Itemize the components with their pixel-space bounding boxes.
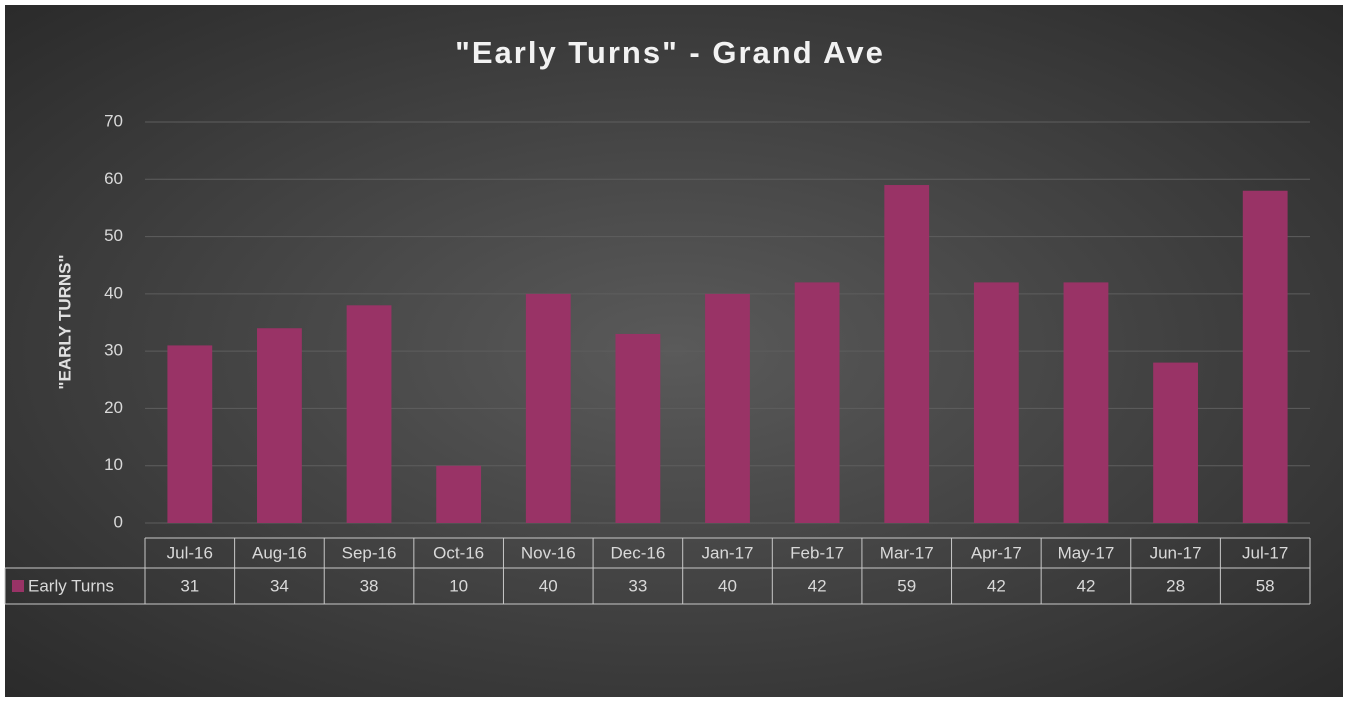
x-tick-label: Jun-17 bbox=[1150, 543, 1202, 562]
table-value: 34 bbox=[270, 576, 289, 595]
y-tick-label: 70 bbox=[104, 111, 123, 130]
bar bbox=[1153, 362, 1198, 523]
table-value: 58 bbox=[1256, 576, 1275, 595]
legend-label: Early Turns bbox=[28, 576, 114, 595]
bar bbox=[346, 305, 392, 523]
legend-swatch bbox=[12, 580, 24, 592]
bar bbox=[615, 333, 661, 523]
table-value: 59 bbox=[897, 576, 916, 595]
bar bbox=[436, 465, 482, 523]
y-tick-label: 50 bbox=[104, 226, 123, 245]
x-tick-label: Sep-16 bbox=[342, 543, 397, 562]
chart-title: "Early Turns" - Grand Ave bbox=[455, 35, 885, 70]
table-value: 42 bbox=[808, 576, 827, 595]
y-tick-label: 20 bbox=[104, 398, 123, 417]
bar bbox=[973, 282, 1019, 523]
table-value: 10 bbox=[449, 576, 468, 595]
table-value: 28 bbox=[1166, 576, 1185, 595]
x-tick-label: Nov-16 bbox=[521, 543, 576, 562]
x-tick-label: Dec-16 bbox=[610, 543, 665, 562]
x-tick-label: Apr-17 bbox=[971, 543, 1022, 562]
table-value: 31 bbox=[180, 576, 199, 595]
table-value: 42 bbox=[1077, 576, 1096, 595]
y-tick-label: 40 bbox=[104, 283, 123, 302]
table-value: 38 bbox=[360, 576, 379, 595]
bar bbox=[525, 293, 571, 523]
y-tick-label: 60 bbox=[104, 169, 123, 188]
x-tick-label: Jul-17 bbox=[1242, 543, 1288, 562]
bar bbox=[884, 185, 930, 523]
table-value: 40 bbox=[718, 576, 737, 595]
x-tick-label: Oct-16 bbox=[433, 543, 484, 562]
bar bbox=[794, 282, 840, 523]
y-tick-label: 30 bbox=[104, 341, 123, 360]
y-tick-label: 0 bbox=[114, 512, 123, 531]
table-value: 33 bbox=[628, 576, 647, 595]
bar bbox=[167, 345, 213, 523]
x-tick-label: May-17 bbox=[1058, 543, 1115, 562]
table-value: 40 bbox=[539, 576, 558, 595]
x-tick-label: Mar-17 bbox=[880, 543, 934, 562]
y-tick-label: 10 bbox=[104, 455, 123, 474]
x-tick-label: Jul-16 bbox=[167, 543, 213, 562]
table-value: 42 bbox=[987, 576, 1006, 595]
x-tick-label: Feb-17 bbox=[790, 543, 844, 562]
x-tick-label: Jan-17 bbox=[702, 543, 754, 562]
bar bbox=[1063, 282, 1109, 523]
y-axis-label: "EARLY TURNS" bbox=[55, 254, 74, 389]
bar bbox=[705, 293, 750, 523]
x-tick-label: Aug-16 bbox=[252, 543, 307, 562]
bar bbox=[1242, 190, 1288, 523]
bar bbox=[257, 328, 302, 523]
